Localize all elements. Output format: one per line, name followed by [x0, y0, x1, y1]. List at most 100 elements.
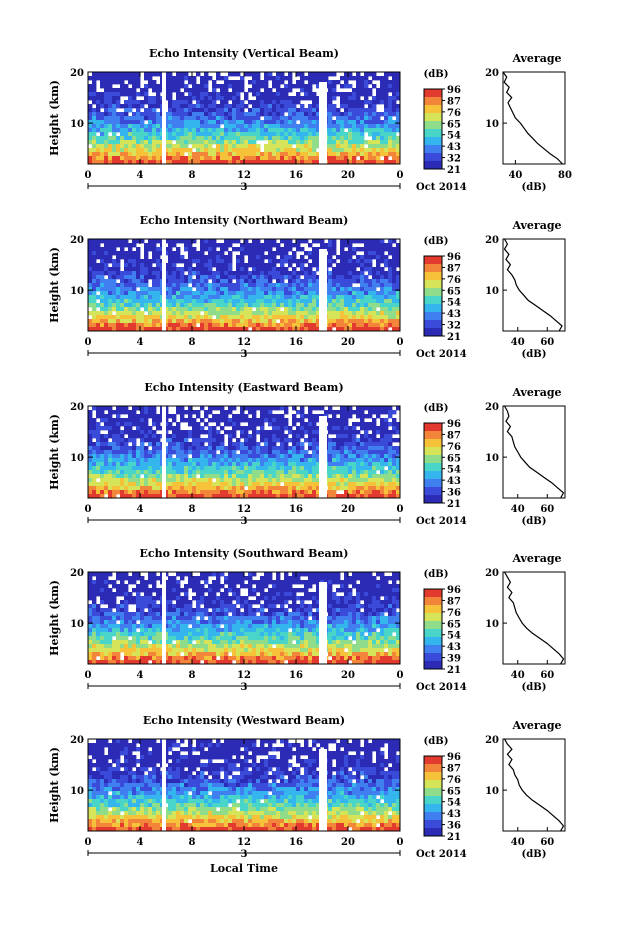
heatmap-cell — [164, 275, 169, 280]
heatmap-cell — [176, 156, 181, 161]
heatmap-cell — [336, 132, 341, 137]
heatmap-cell — [360, 311, 365, 316]
heatmap-cell — [328, 132, 333, 137]
heatmap-cell — [232, 152, 237, 157]
heatmap-cell — [140, 327, 145, 332]
heatmap-cell — [296, 263, 301, 268]
heatmap-cell — [100, 470, 105, 475]
heatmap-cell — [248, 140, 253, 145]
heatmap-cell — [376, 96, 381, 101]
heatmap-cell — [112, 299, 117, 304]
heatmap-cell — [148, 291, 153, 296]
heatmap-cell — [336, 470, 341, 475]
heatmap-cell — [232, 140, 237, 145]
heatmap-cell — [328, 442, 333, 447]
heatmap-cell — [92, 263, 97, 268]
heatmap-cell — [88, 414, 93, 419]
heatmap-cell — [244, 92, 249, 97]
heatmap-cell — [360, 239, 365, 244]
heatmap-cell — [364, 291, 369, 296]
heatmap-cell — [128, 327, 133, 332]
heatmap-cell — [88, 116, 93, 121]
heatmap-cell — [120, 486, 125, 491]
heatmap-cell — [88, 490, 93, 495]
heatmap-cell — [280, 132, 285, 137]
heatmap-cell — [292, 478, 297, 483]
heatmap-cell — [244, 287, 249, 292]
heatmap-cell — [212, 490, 217, 495]
heatmap-cell — [356, 307, 361, 312]
heatmap-cell — [128, 307, 133, 312]
heatmap-cell — [104, 426, 109, 431]
heatmap-cell — [228, 140, 233, 145]
heatmap-cell — [368, 283, 373, 288]
heatmap-cell — [344, 295, 349, 300]
heatmap-cell — [392, 430, 397, 435]
heatmap-cell — [288, 474, 293, 479]
heatmap-cell — [112, 283, 117, 288]
heatmap-cell — [92, 124, 97, 129]
heatmap-cell — [380, 243, 385, 248]
heatmap-cell — [276, 100, 281, 105]
heatmap-cell — [268, 458, 273, 463]
heatmap-cell — [388, 422, 393, 427]
heatmap-cell — [140, 303, 145, 308]
heatmap-cell — [376, 76, 381, 81]
heatmap-cell — [276, 458, 281, 463]
heatmap-cell — [188, 490, 193, 495]
colorbar-tick-label: 32 — [447, 154, 461, 165]
heatmap-cell — [184, 454, 189, 459]
heatmap-cell — [212, 303, 217, 308]
heatmap-cell — [276, 454, 281, 459]
heatmap-cell — [312, 80, 317, 85]
heatmap-cell — [304, 490, 309, 495]
heatmap-cell — [232, 247, 237, 252]
heatmap-cell — [376, 247, 381, 252]
heatmap-cell — [252, 100, 257, 105]
heatmap-cell — [260, 418, 265, 423]
heatmap-cell — [300, 279, 305, 284]
heatmap-cell — [144, 291, 149, 296]
heatmap-cell — [392, 120, 397, 125]
heatmap-cell — [144, 418, 149, 423]
heatmap-cell — [180, 136, 185, 141]
heatmap-cell — [340, 311, 345, 316]
heatmap-cell — [360, 474, 365, 479]
heatmap-cell — [312, 92, 317, 97]
heatmap-cell — [268, 239, 273, 244]
heatmap-cell — [364, 76, 369, 81]
heatmap-cell — [176, 442, 181, 447]
heatmap-cell — [120, 140, 125, 145]
heatmap-cell — [272, 259, 277, 264]
heatmap-cell — [360, 470, 365, 475]
heatmap-cell — [332, 144, 337, 149]
heatmap-cell — [292, 462, 297, 467]
heatmap-cell — [216, 108, 221, 113]
heatmap-cell — [148, 486, 153, 491]
heatmap-cell — [392, 247, 397, 252]
heatmap-cell — [284, 299, 289, 304]
heatmap-cell — [260, 267, 265, 272]
heatmap-cell — [204, 275, 209, 280]
heatmap-cell — [348, 470, 353, 475]
heatmap-cell — [108, 450, 113, 455]
heatmap-cell — [120, 132, 125, 137]
heatmap-cell — [100, 494, 105, 499]
heatmap-cell — [268, 406, 273, 411]
heatmap-cell — [220, 482, 225, 487]
heatmap-cell — [228, 474, 233, 479]
heatmap-cell — [120, 319, 125, 324]
heatmap-cell — [268, 279, 273, 284]
heatmap-cell — [396, 104, 401, 109]
heatmap-cell — [376, 315, 381, 320]
heatmap-cell — [140, 295, 145, 300]
heatmap-cell — [168, 120, 173, 125]
heatmap-cell — [96, 454, 101, 459]
heatmap-cell — [212, 327, 217, 332]
heatmap-cell — [144, 486, 149, 491]
heatmap-cell — [304, 132, 309, 137]
heatmap-cell — [312, 251, 317, 256]
heatmap-cell — [340, 315, 345, 320]
heatmap-cell — [352, 267, 357, 272]
heatmap-cell — [208, 96, 213, 101]
